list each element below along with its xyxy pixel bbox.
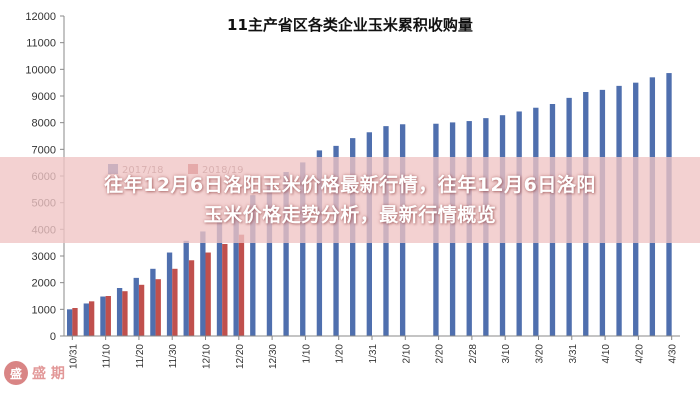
x-tick-label: 1/20 — [335, 344, 346, 364]
bar-series-b — [122, 291, 128, 336]
bar-series-a — [283, 172, 289, 336]
x-tick-label: 1/10 — [301, 344, 312, 364]
y-tick-label: 10000 — [25, 64, 56, 76]
y-tick-label: 12000 — [25, 11, 56, 23]
x-tick-label: 12/20 — [235, 344, 246, 369]
x-tick-label: 2/10 — [401, 344, 412, 364]
y-tick-label: 1000 — [32, 304, 56, 316]
x-tick-label: 12/30 — [268, 344, 279, 369]
watermark-text: 盛 期 — [32, 366, 65, 382]
bar-series-b — [105, 296, 111, 336]
y-tick-label: 3000 — [32, 251, 56, 263]
watermark-logo-icon: 盛 — [4, 361, 28, 385]
x-tick-label: 10/31 — [68, 344, 79, 369]
bar-series-a — [166, 252, 173, 336]
bar-series-a — [183, 240, 189, 336]
watermark: 盛 盛 期 — [4, 356, 114, 390]
headline-banner: 往年12月6日洛阳玉米价格最新行情，往年12月6日洛阳 玉米价格走势分析，最新行… — [0, 157, 700, 243]
bar-series-a — [216, 218, 223, 336]
y-tick-label: 8000 — [32, 118, 56, 130]
x-tick-label: 3/10 — [501, 344, 512, 364]
x-tick-label: 4/20 — [634, 344, 645, 364]
x-tick-label: 2/28 — [468, 344, 479, 364]
bar-series-b — [188, 260, 195, 336]
x-tick-label: 4/10 — [601, 344, 612, 364]
x-axis: 10/31 11/10 11/20 11/30 12/10 12/20 12/30 1/10 1… — [64, 335, 680, 369]
bar-series-a — [100, 296, 106, 336]
bar-series-a — [116, 288, 123, 336]
bar-series-b — [72, 308, 78, 336]
bar-series-b — [88, 301, 95, 336]
x-tick-label: 11/20 — [135, 344, 146, 369]
headline-line-1: 往年12月6日洛阳玉米价格最新行情，往年12月6日洛阳 — [104, 174, 596, 196]
bar-series-a — [200, 231, 206, 336]
bar-series-b — [155, 279, 161, 336]
bar-series-a — [233, 209, 239, 336]
bar-series-b — [138, 284, 145, 336]
x-tick-label: 11/30 — [168, 344, 179, 369]
x-tick-label: 4/30 — [668, 344, 679, 364]
x-tick-label: 3/20 — [535, 344, 546, 364]
bar-series-a — [83, 303, 89, 336]
headline-line-2: 玉米价格走势分析，最新行情概览 — [203, 204, 497, 226]
chart-title: 11主产省区各类企业玉米累积收购量 — [227, 16, 473, 34]
x-tick-label: 11/10 — [102, 344, 113, 369]
y-tick-label: 2000 — [32, 278, 56, 290]
bar-series-b — [172, 268, 178, 336]
bar-series-b — [205, 252, 211, 336]
bar-series-a — [250, 195, 256, 336]
x-tick-label: 2/20 — [435, 344, 446, 364]
bar-series-b — [238, 234, 245, 336]
bar-series-a — [67, 309, 73, 336]
x-tick-label: 12/10 — [202, 344, 213, 369]
bar-series-a — [266, 185, 273, 336]
x-tick-label: 1/31 — [368, 344, 379, 364]
y-tick-label: 7000 — [32, 144, 56, 156]
y-tick-label: 9000 — [32, 91, 56, 103]
bar-series-a — [150, 268, 156, 336]
bar-series-a — [300, 162, 306, 336]
bar-series-a — [316, 150, 323, 336]
bar-series-a — [133, 277, 139, 336]
x-tick-label: 3/31 — [568, 344, 579, 364]
bar-series-b — [222, 244, 228, 336]
y-tick-label: 11000 — [26, 38, 56, 50]
y-tick-label: 0 — [50, 331, 56, 343]
